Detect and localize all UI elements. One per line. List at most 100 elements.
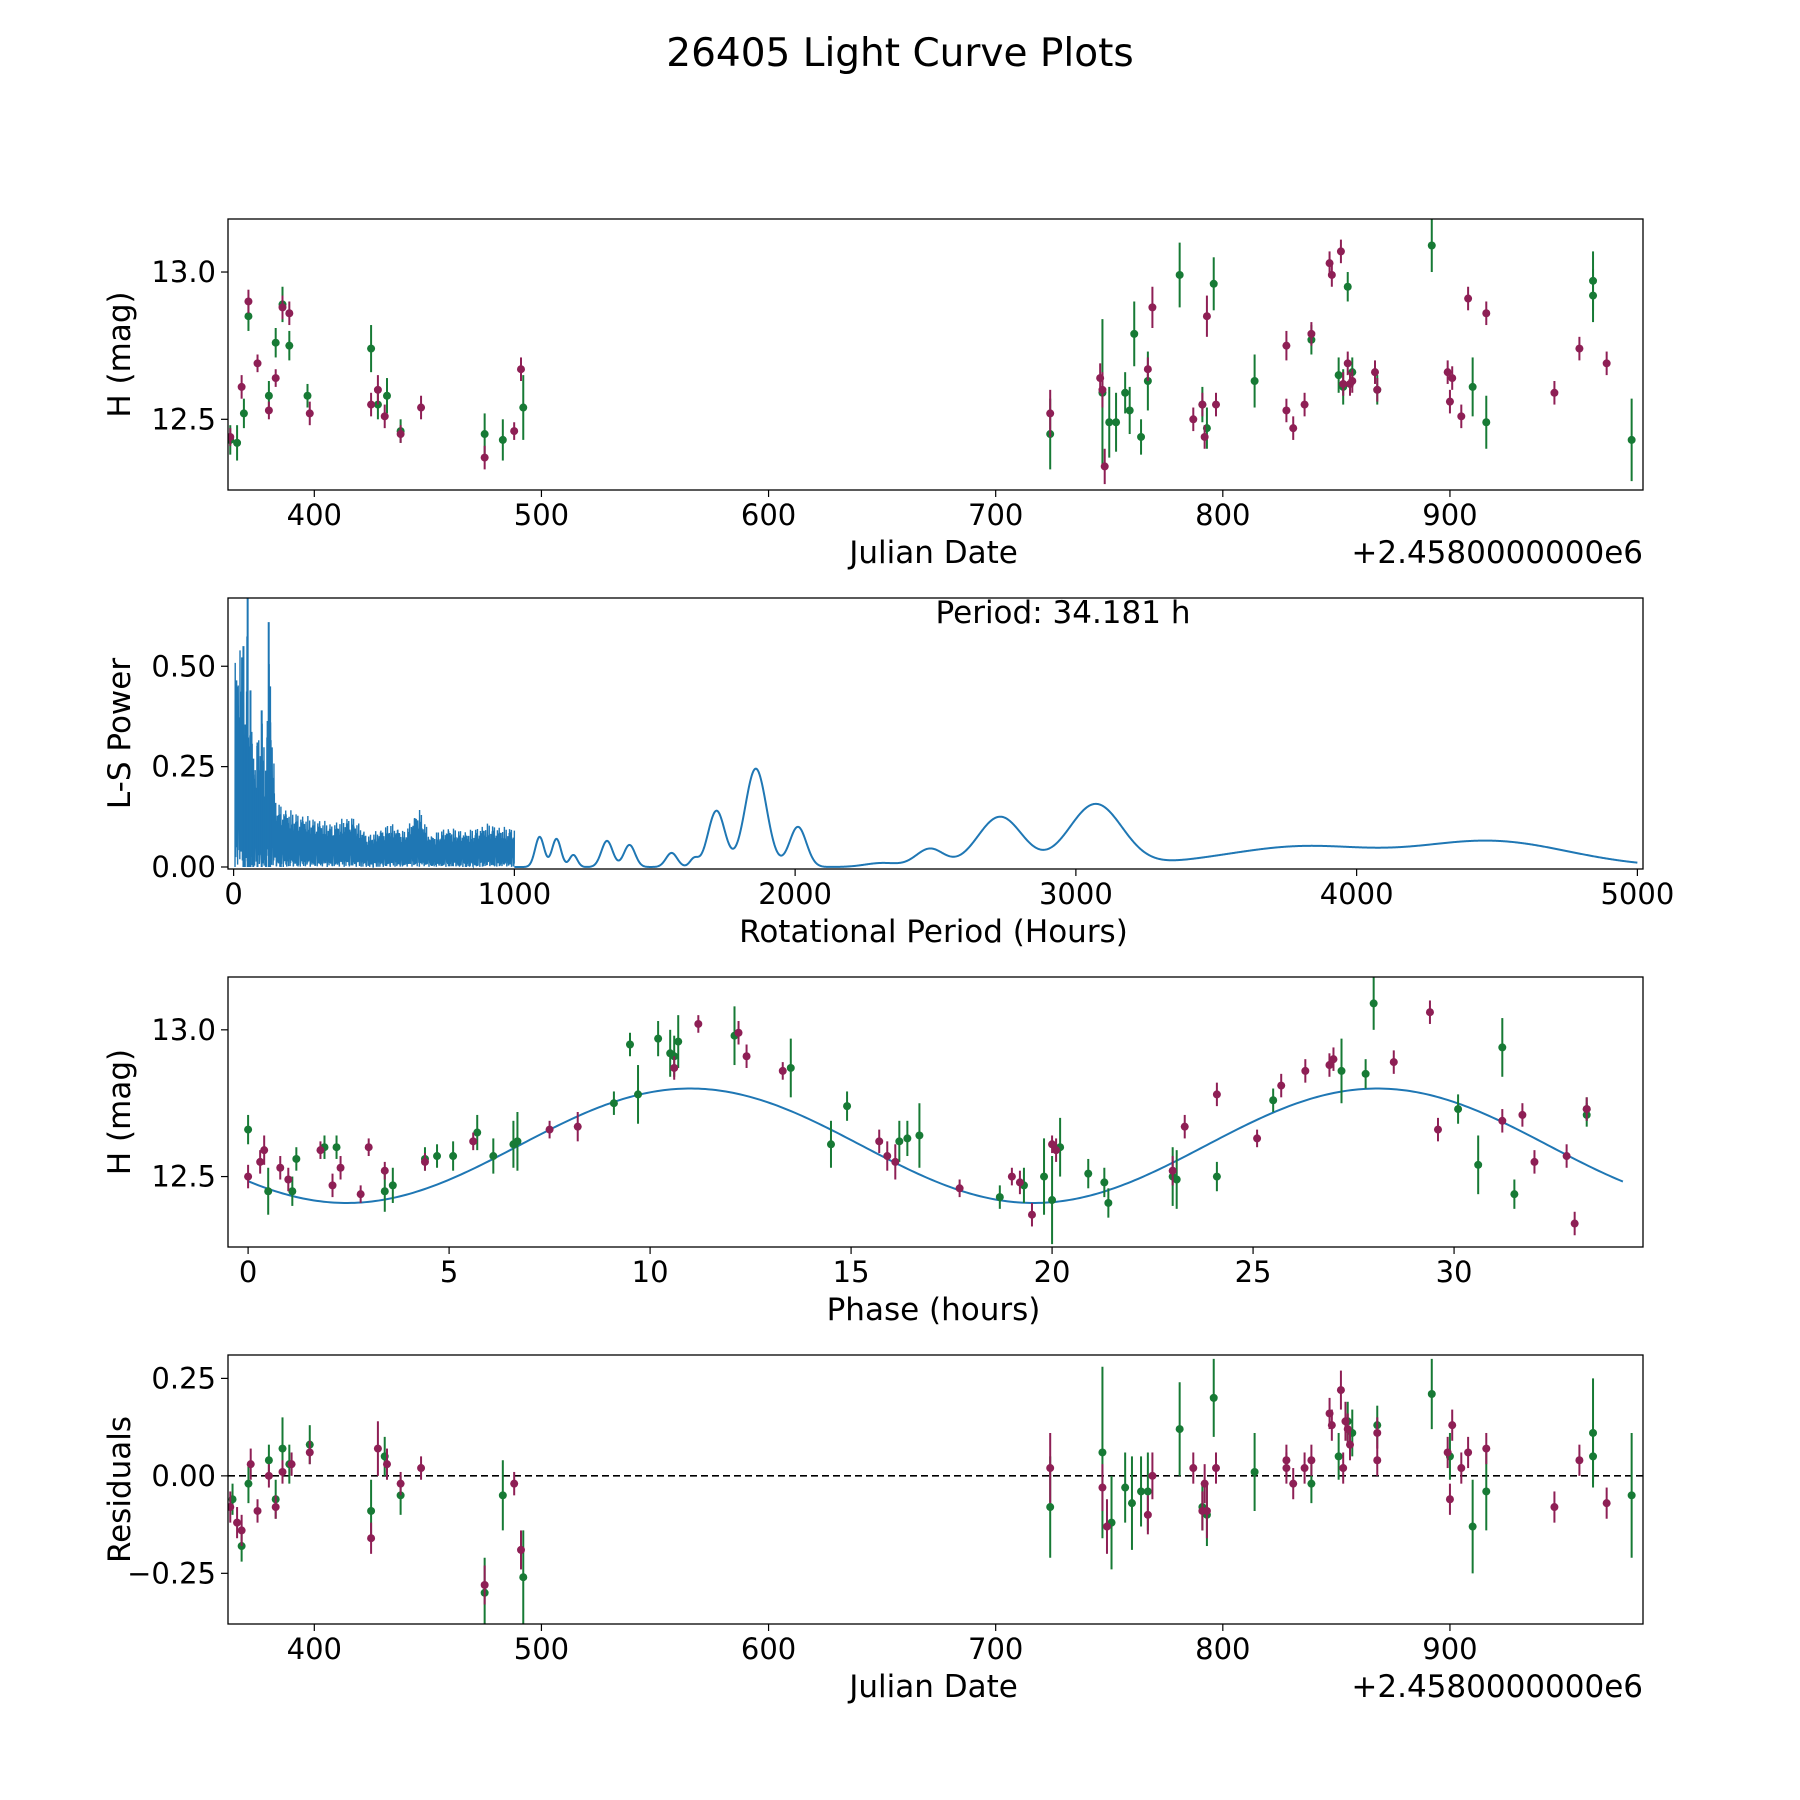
data-point bbox=[380, 1187, 389, 1196]
y-tick-label: 0.25 bbox=[151, 1361, 216, 1395]
y-tick-label: 0.00 bbox=[151, 850, 216, 884]
data-point bbox=[1448, 1421, 1457, 1430]
series-magenta bbox=[228, 239, 1611, 485]
data-point bbox=[1627, 1491, 1636, 1500]
data-point bbox=[1104, 1198, 1113, 1207]
data-point bbox=[288, 1187, 297, 1196]
y-axis-label: Residuals bbox=[102, 1416, 138, 1563]
x-tick-label: 0 bbox=[239, 1255, 257, 1289]
data-point bbox=[1148, 1471, 1157, 1480]
data-point bbox=[1209, 279, 1218, 288]
x-tick-label: 700 bbox=[968, 498, 1023, 532]
periodogram-curve bbox=[514, 767, 1638, 868]
data-point bbox=[278, 1444, 287, 1453]
data-point bbox=[1098, 385, 1107, 394]
data-point bbox=[1474, 1160, 1483, 1169]
data-point bbox=[498, 435, 507, 444]
data-point bbox=[328, 1181, 337, 1190]
data-point bbox=[742, 1052, 751, 1061]
data-point bbox=[1121, 1483, 1130, 1492]
data-point bbox=[332, 1143, 341, 1152]
x-tick-label: 500 bbox=[514, 498, 569, 532]
data-point bbox=[253, 359, 262, 368]
data-point bbox=[1282, 1464, 1291, 1473]
data-point bbox=[1250, 1467, 1259, 1476]
data-point bbox=[244, 1479, 253, 1488]
model-fit-curve bbox=[247, 1087, 1624, 1204]
data-point bbox=[1602, 359, 1611, 368]
data-point bbox=[1046, 409, 1055, 418]
data-point bbox=[883, 1152, 892, 1161]
plot-area bbox=[228, 1358, 1643, 1624]
data-point bbox=[264, 391, 273, 400]
data-point bbox=[292, 1154, 301, 1163]
data-point bbox=[276, 1163, 285, 1172]
data-point bbox=[1102, 1522, 1111, 1531]
data-point bbox=[1498, 1043, 1507, 1052]
data-point bbox=[253, 1506, 262, 1515]
data-point bbox=[285, 309, 294, 318]
data-point bbox=[1550, 1503, 1559, 1512]
y-tick-label: 0.25 bbox=[151, 750, 216, 784]
data-point bbox=[826, 1140, 835, 1149]
data-point bbox=[264, 1456, 273, 1465]
x-tick-label: 2000 bbox=[758, 877, 832, 911]
data-point bbox=[278, 303, 287, 312]
data-point bbox=[1443, 368, 1452, 377]
x-tick-label: 600 bbox=[741, 498, 796, 532]
data-point bbox=[380, 412, 389, 421]
x-tick-label: 25 bbox=[1235, 1255, 1272, 1289]
data-point bbox=[1482, 309, 1491, 318]
data-point bbox=[367, 400, 376, 409]
data-point bbox=[233, 438, 242, 447]
data-point bbox=[778, 1066, 787, 1075]
y-tick-label: 12.5 bbox=[151, 1160, 216, 1194]
data-point bbox=[1200, 432, 1209, 441]
data-point bbox=[1052, 1146, 1061, 1155]
data-point bbox=[1334, 1452, 1343, 1461]
data-point bbox=[1482, 418, 1491, 427]
data-point bbox=[1334, 371, 1343, 380]
data-point bbox=[1046, 1503, 1055, 1512]
lightcurve-panel: 400 500 600 700 800 900 12.5 13.0 Julian Date H (… bbox=[102, 218, 1644, 571]
data-point bbox=[1389, 1058, 1398, 1067]
x-tick-label: 700 bbox=[968, 1632, 1023, 1666]
data-point bbox=[433, 1152, 442, 1161]
data-point bbox=[233, 1518, 242, 1527]
periodogram-lowband bbox=[234, 636, 516, 869]
data-point bbox=[1482, 1487, 1491, 1496]
data-point bbox=[316, 1146, 325, 1155]
y-tick-label: −0.25 bbox=[127, 1556, 216, 1590]
data-point bbox=[1602, 1499, 1611, 1508]
data-point bbox=[1457, 1464, 1466, 1473]
data-point bbox=[1339, 379, 1348, 388]
data-point bbox=[480, 430, 489, 439]
data-point bbox=[1550, 388, 1559, 397]
data-point bbox=[244, 1172, 253, 1181]
data-point bbox=[1530, 1157, 1539, 1166]
data-point bbox=[1510, 1190, 1519, 1199]
data-point bbox=[473, 1128, 482, 1137]
periodogram-panel: Period: 34.181 h 0 1000 2000 3000 4000 5000 0.0… bbox=[102, 595, 1674, 950]
x-offset-label: +2.4580000000e6 bbox=[1351, 1669, 1643, 1705]
data-point bbox=[356, 1190, 365, 1199]
data-point bbox=[480, 453, 489, 462]
phased-lightcurve-panel: 0 5 10 15 20 25 30 12.5 13.0 Phase (hours) H (mag) bbox=[102, 976, 1644, 1328]
data-point bbox=[1373, 385, 1382, 394]
data-point bbox=[256, 1157, 265, 1166]
data-point bbox=[510, 427, 519, 436]
data-point bbox=[1369, 999, 1378, 1008]
x-tick-label: 900 bbox=[1422, 498, 1477, 532]
data-point bbox=[1300, 400, 1309, 409]
y-tick-label: 13.0 bbox=[151, 255, 216, 289]
figure-title: 26405 Light Curve Plots bbox=[666, 31, 1133, 76]
plot-area bbox=[228, 219, 1636, 485]
data-point bbox=[1348, 377, 1357, 386]
data-point bbox=[1373, 1428, 1382, 1437]
data-point bbox=[1282, 341, 1291, 350]
data-point bbox=[1212, 1090, 1221, 1099]
plot-frame bbox=[227, 976, 1644, 1248]
data-point bbox=[1300, 1464, 1309, 1473]
data-point bbox=[1343, 282, 1352, 291]
data-point bbox=[1464, 294, 1473, 303]
